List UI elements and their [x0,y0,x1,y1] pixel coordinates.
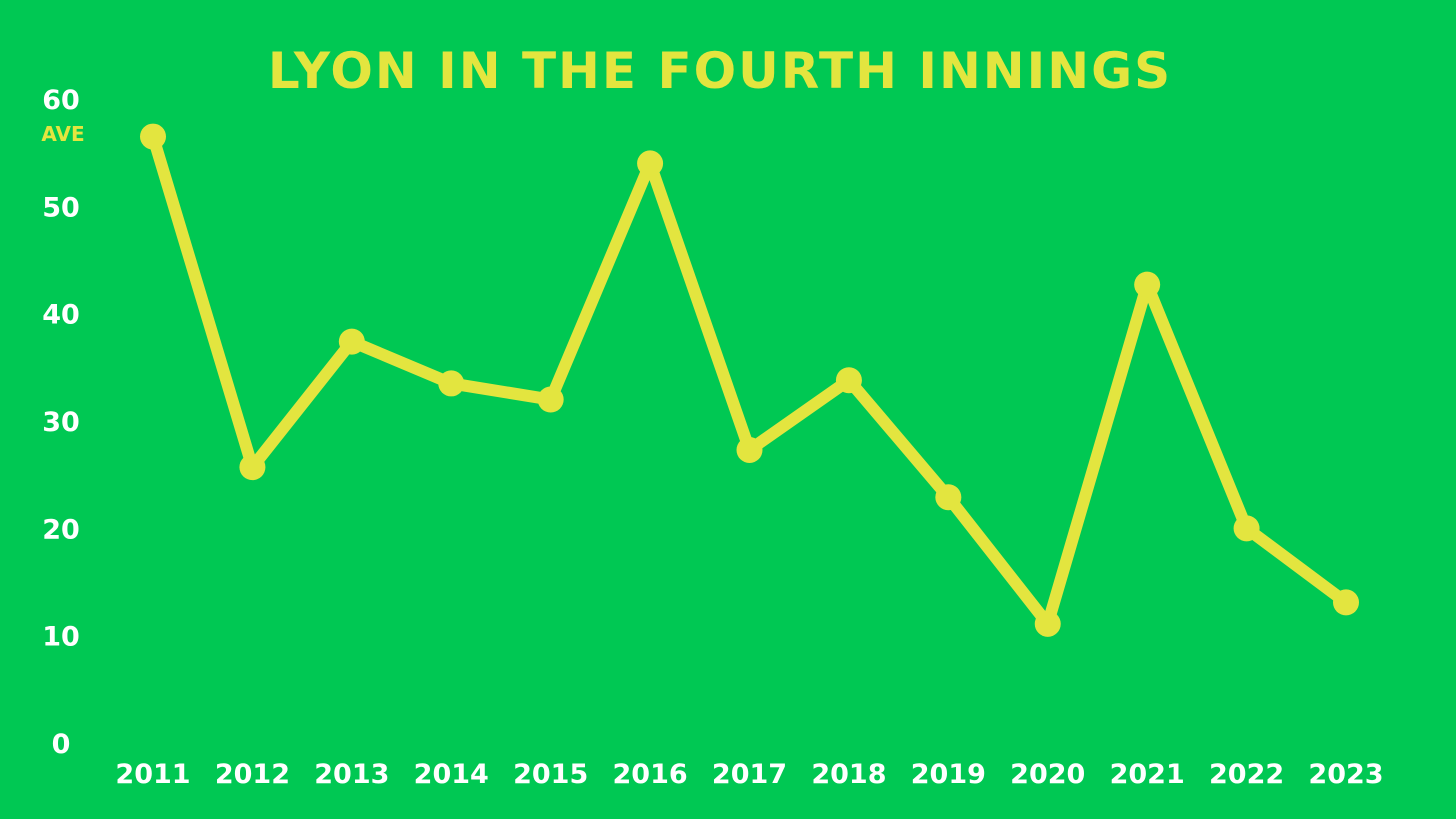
data-point[interactable] [637,150,664,177]
data-point[interactable] [736,436,763,463]
y-axis-unit-label: AVE [41,122,84,146]
data-point[interactable] [438,370,465,397]
x-tick-label: 2018 [811,759,886,790]
y-tick-label: 50 [42,192,80,223]
data-point[interactable] [1134,271,1161,298]
x-tick-label: 2020 [1010,759,1085,790]
x-tick-label: 2023 [1308,759,1383,790]
y-axis-ticks: 0 10 20 30 40 50 60 [42,85,80,760]
data-point[interactable] [140,123,166,150]
y-tick-label: 60 [42,85,80,116]
x-tick-label: 2016 [613,759,688,790]
x-tick-label: 2012 [215,759,290,790]
x-tick-label: 2014 [414,759,489,790]
series-layer [140,123,1359,637]
data-point[interactable] [1233,515,1260,542]
x-tick-label: 2017 [712,759,787,790]
y-tick-label: 40 [42,300,80,331]
x-tick-label: 2019 [911,759,986,790]
data-point[interactable] [1333,589,1359,616]
y-tick-label: 20 [42,514,80,545]
y-tick-label: 0 [52,729,71,760]
x-tick-label: 2011 [115,759,190,790]
x-axis-ticks: 2011 2012 2013 2014 2015 2016 2017 2018 2019 2020… [115,759,1383,790]
chart-title: LYON IN THE FOURTH INNINGS [268,42,1172,100]
x-tick-label: 2015 [513,759,588,790]
y-tick-label: 10 [42,622,80,653]
x-tick-label: 2022 [1209,759,1284,790]
x-tick-label: 2021 [1110,759,1185,790]
data-point[interactable] [1034,610,1061,637]
data-point[interactable] [835,367,862,394]
y-tick-label: 30 [42,407,80,438]
data-point[interactable] [338,328,365,355]
x-tick-label: 2013 [314,759,389,790]
data-point[interactable] [935,484,962,511]
data-point[interactable] [239,454,266,481]
data-point[interactable] [537,386,564,413]
series-line [147,130,1352,630]
